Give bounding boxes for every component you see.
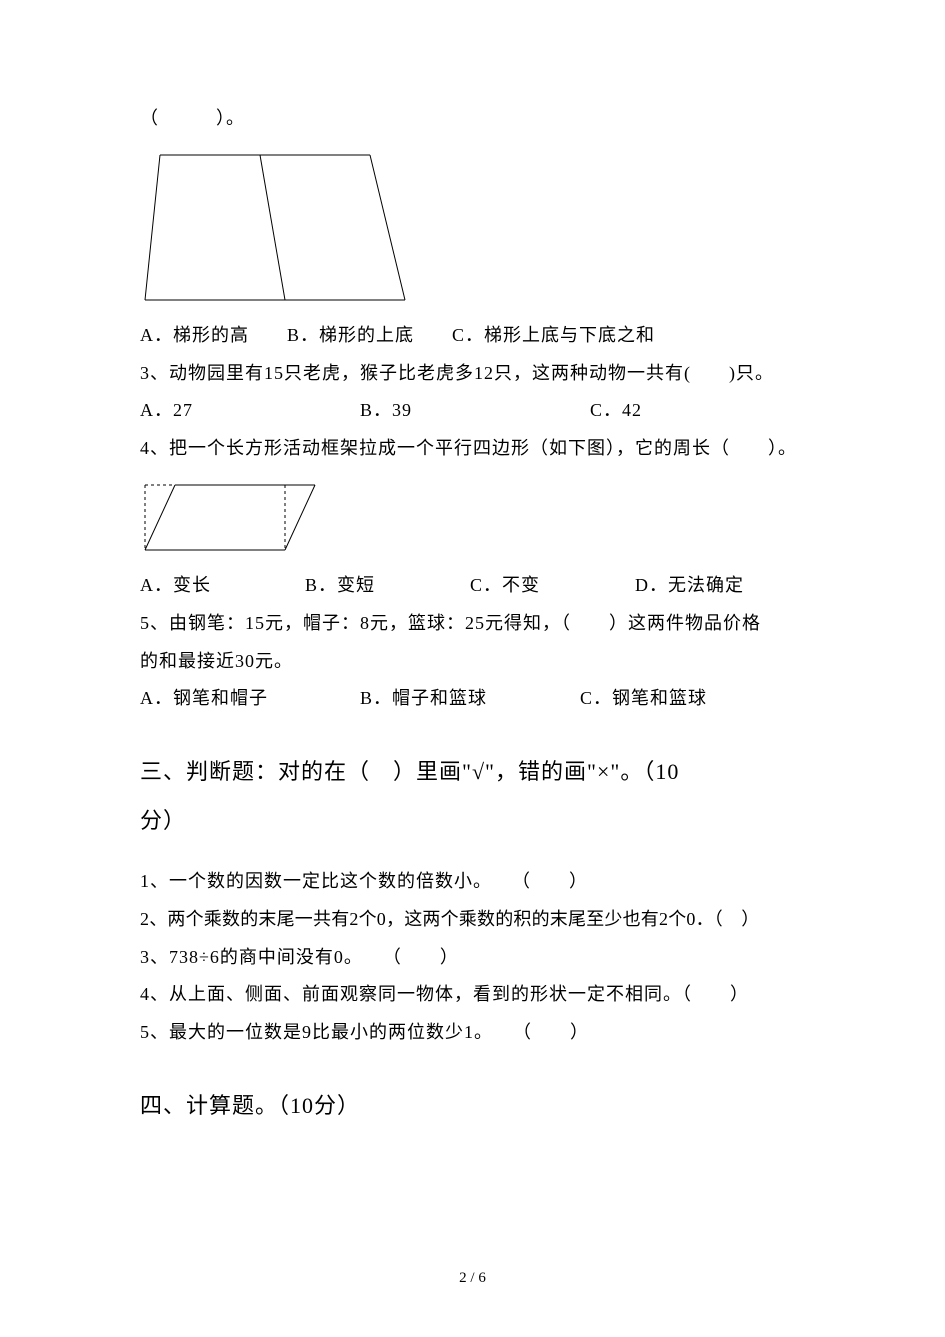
q4-opt-c: C．不变 [470, 567, 635, 605]
q3-opt-c: C．42 [590, 392, 642, 430]
section3-heading-line2: 分） [140, 797, 805, 845]
q4-options: A．变长 B．变短 C．不变 D．无法确定 [140, 567, 805, 605]
page-number: 2 / 6 [0, 1270, 945, 1287]
q2-options: A．梯形的高 B．梯形的上底 C．梯形上底与下底之和 [140, 317, 805, 355]
s3-q2: 2、两个乘数的末尾一共有2个0，这两个乘数的积的末尾至少也有2个0．（ ） [140, 901, 805, 939]
s3-q3: 3、738÷6的商中间没有0。 （ ） [140, 939, 805, 977]
q5-line1: 5、由钢笔：15元，帽子：8元，篮球：25元得知，（ ）这两件物品价格 [140, 605, 805, 643]
s3-q1: 1、一个数的因数一定比这个数的倍数小。 （ ） [140, 863, 805, 901]
q3-text: 3、动物园里有15只老虎，猴子比老虎多12只，这两种动物一共有( )只。 [140, 355, 805, 393]
s3-q4: 4、从上面、侧面、前面观察同一物体，看到的形状一定不相同。（ ） [140, 976, 805, 1014]
q3-options: A．27 B．39 C．42 [140, 392, 805, 430]
s3-q5: 5、最大的一位数是9比最小的两位数少1。 （ ） [140, 1014, 805, 1052]
q4-opt-a: A．变长 [140, 567, 305, 605]
q4-opt-d: D．无法确定 [635, 567, 744, 605]
q4-figure [140, 480, 805, 555]
q5-opt-c: C．钢笔和篮球 [580, 680, 707, 718]
q5-opt-b: B．帽子和篮球 [360, 680, 580, 718]
q3-opt-a: A．27 [140, 392, 360, 430]
section4-heading: 四、计算题。（10分） [140, 1082, 805, 1130]
section3-heading-line1: 三、判断题：对的在（ ）里画"√"，错的画"×"。（10 [140, 748, 805, 796]
q2-blank-line: （ ）。 [140, 100, 805, 138]
q4-text: 4、把一个长方形活动框架拉成一个平行四边形（如下图），它的周长（ ）。 [140, 430, 805, 468]
q5-line2: 的和最接近30元。 [140, 643, 805, 681]
q2-figure [140, 150, 805, 305]
q5-options: A．钢笔和帽子 B．帽子和篮球 C．钢笔和篮球 [140, 680, 805, 718]
q4-opt-b: B．变短 [305, 567, 470, 605]
q3-opt-b: B．39 [360, 392, 590, 430]
q5-opt-a: A．钢笔和帽子 [140, 680, 360, 718]
